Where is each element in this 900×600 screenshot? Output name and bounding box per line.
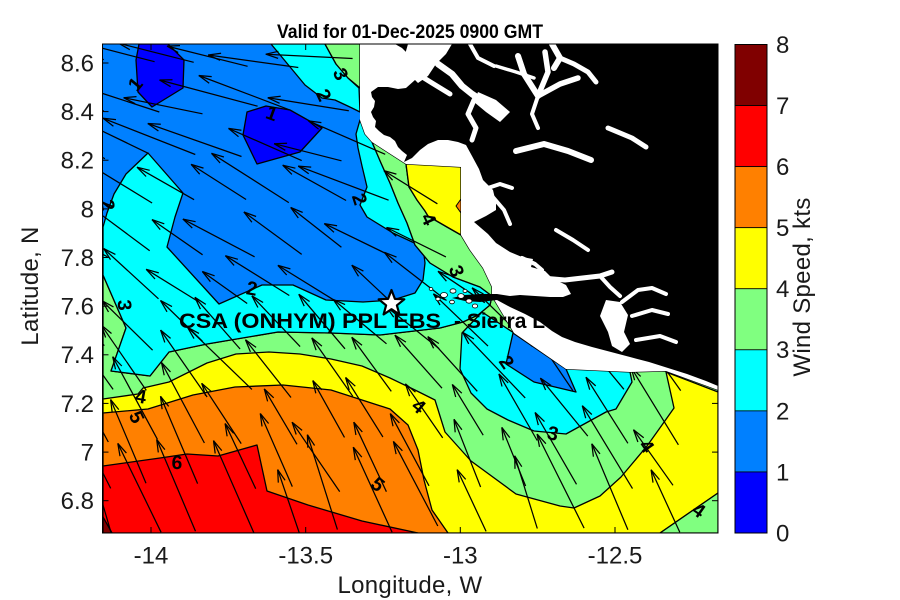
svg-text:8.6: 8.6 (61, 50, 94, 77)
svg-text:6: 6 (776, 154, 789, 181)
svg-text:8: 8 (81, 196, 94, 223)
svg-text:0: 0 (776, 520, 789, 547)
svg-text:1: 1 (776, 459, 789, 486)
svg-text:7.8: 7.8 (61, 245, 94, 272)
svg-text:Valid for 01-Dec-2025 0900 GMT: Valid for 01-Dec-2025 0900 GMT (277, 21, 543, 43)
svg-text:4: 4 (134, 385, 149, 409)
svg-text:-13.5: -13.5 (278, 543, 333, 570)
svg-text:Wind Speed, kts: Wind Speed, kts (789, 197, 816, 376)
svg-text:Longitude, W: Longitude, W (337, 572, 482, 599)
svg-text:8.4: 8.4 (61, 99, 94, 126)
svg-text:6.8: 6.8 (61, 488, 94, 515)
svg-text:3: 3 (545, 422, 560, 446)
svg-text:6: 6 (171, 452, 183, 475)
svg-text:3: 3 (776, 337, 789, 364)
svg-text:3: 3 (113, 299, 136, 312)
svg-text:4: 4 (776, 276, 789, 303)
svg-text:2: 2 (245, 277, 260, 301)
svg-text:7: 7 (81, 440, 94, 467)
svg-text:7: 7 (776, 93, 789, 120)
svg-text:-12.5: -12.5 (588, 543, 643, 570)
svg-text:CSA (ONHYM) PPL EBS: CSA (ONHYM) PPL EBS (179, 310, 441, 333)
svg-text:8.2: 8.2 (61, 148, 94, 175)
svg-text:7.6: 7.6 (61, 294, 94, 321)
svg-text:7.2: 7.2 (61, 391, 94, 418)
svg-text:2: 2 (776, 398, 789, 425)
svg-text:5: 5 (776, 215, 789, 242)
svg-text:-13: -13 (443, 543, 478, 570)
svg-text:7.4: 7.4 (61, 342, 94, 369)
svg-text:Latitude, N: Latitude, N (17, 226, 44, 345)
svg-text:-14: -14 (134, 543, 169, 570)
svg-text:8: 8 (776, 32, 789, 59)
